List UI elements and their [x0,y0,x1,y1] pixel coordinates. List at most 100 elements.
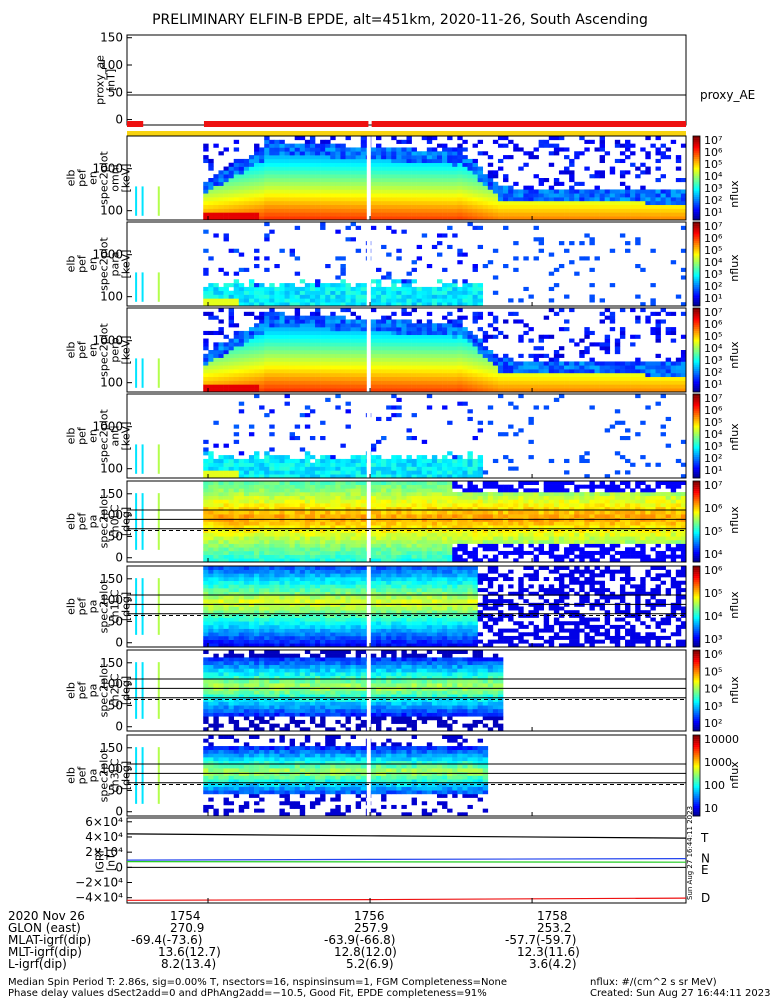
en_anti-cell [436,462,443,467]
en_perp-cell [376,327,382,332]
en_omni-cell [243,208,250,213]
en_perp-cell [360,353,367,358]
en_anti-cell [421,466,428,471]
pa_ch0-cell [289,503,295,508]
en_perp-cell [665,330,672,336]
en_anti-cell [655,401,661,406]
pa_ch0-cell [254,510,260,515]
en_perp-cell [238,372,245,378]
en_omni-cell [619,170,626,175]
en_para-cell [391,229,397,234]
en_omni-cell [294,136,301,141]
en_perp-cell [370,346,377,351]
pa_ch0-cell [299,547,306,552]
en_anti-cell [472,466,478,471]
en_anti-cell [391,413,397,418]
pa_ch0-cell [238,525,245,530]
en_perp-cell [472,342,478,347]
pa_ch0-cell [330,506,336,511]
en_omni-cell [452,178,458,183]
en_perp-cell [213,342,219,347]
en_perp-cell [284,365,290,370]
en_omni-cell [538,193,545,198]
pa_ch0-cell [309,503,316,508]
en_perp-cell [315,327,321,332]
en_omni-cell [289,204,295,209]
en_perp-colorbar-step [693,377,700,380]
en_perp-cell [406,342,412,347]
en_perp-ylabel-line-6: [keV] [120,336,133,365]
en_omni-cell [294,181,301,186]
pa_ch0-cell [350,558,356,563]
en_anti-cell [431,474,438,479]
en_perp-cell [386,376,392,381]
en_para-cell [294,294,301,299]
pa_ch0-cell [340,539,346,544]
en_perp-cell [233,342,240,347]
en_omni-cell [477,178,484,183]
pa_ch0-cell [350,495,356,500]
en_omni-cell [213,212,219,217]
en_omni-cell [482,185,489,190]
en_omni-cell [228,178,235,183]
en_omni-cell [309,162,316,167]
en_omni-cell [320,181,326,186]
en_perp-cell [558,346,565,351]
pa_ch0-cell [203,539,209,544]
en_omni-cell [294,212,301,217]
en_para-cell [452,298,458,303]
en_omni-cell [264,174,270,179]
en_perp-cell [304,323,311,328]
en_omni-cell [274,204,280,209]
en_anti-cell [335,470,341,475]
en_perp-cell [228,365,235,370]
en_omni-cell [477,200,484,206]
en_omni-cell [487,185,494,190]
en_perp-cell [406,323,412,328]
en_anti-colorbar-tick: 10¹ [704,464,722,477]
en_perp-cell [238,330,245,336]
en_omni-cell [497,136,504,141]
en_omni-cell [289,185,295,190]
en_perp-cell [208,330,214,336]
en_omni-cell [533,204,539,209]
pa_ch0-cell [243,499,250,504]
en_omni-cell [553,147,560,152]
pa_ch0-cell [269,532,275,537]
en_omni-cell [421,170,428,175]
en_perp-colorbar-step [693,366,700,370]
en_perp-cell [289,334,295,339]
en_para-cell [233,298,240,303]
en_omni-cell [630,208,636,213]
en_perp-colorbar-label: nflux [728,341,741,369]
en_perp-cell [411,384,417,389]
en_perp-cell [406,361,412,366]
en_omni-cell [574,151,580,156]
en_perp-cell [345,323,351,328]
en_perp-cell [630,334,636,339]
en_perp-cell [477,369,484,374]
pa_ch0-cell [208,510,214,515]
en_anti-cell [269,432,275,437]
en_perp-cell [543,376,550,381]
en_para-cell [269,283,275,288]
en_anti-ytick-100: 100 [100,462,123,476]
en_omni-cell [386,158,392,164]
pa_ch0-cell [340,484,346,489]
en_omni-cell [487,197,494,202]
en_omni-cell [584,193,590,198]
en_anti-cell [386,405,392,410]
en_anti-colorbar-step [693,461,700,464]
en_para-colorbar-tick: 10⁷ [704,220,722,233]
en_perp-cell [269,350,275,355]
en_perp-cell [284,369,290,374]
en_omni-cell [340,193,346,198]
en_perp-cell [294,342,301,347]
en_perp-cell [553,376,560,381]
en_anti-cell [228,455,235,460]
en_omni-cell [381,216,387,221]
en_omni-cell [350,185,356,190]
en_perp-cell [630,361,636,366]
en_perp-colorbar-tick: 10¹ [704,378,722,391]
